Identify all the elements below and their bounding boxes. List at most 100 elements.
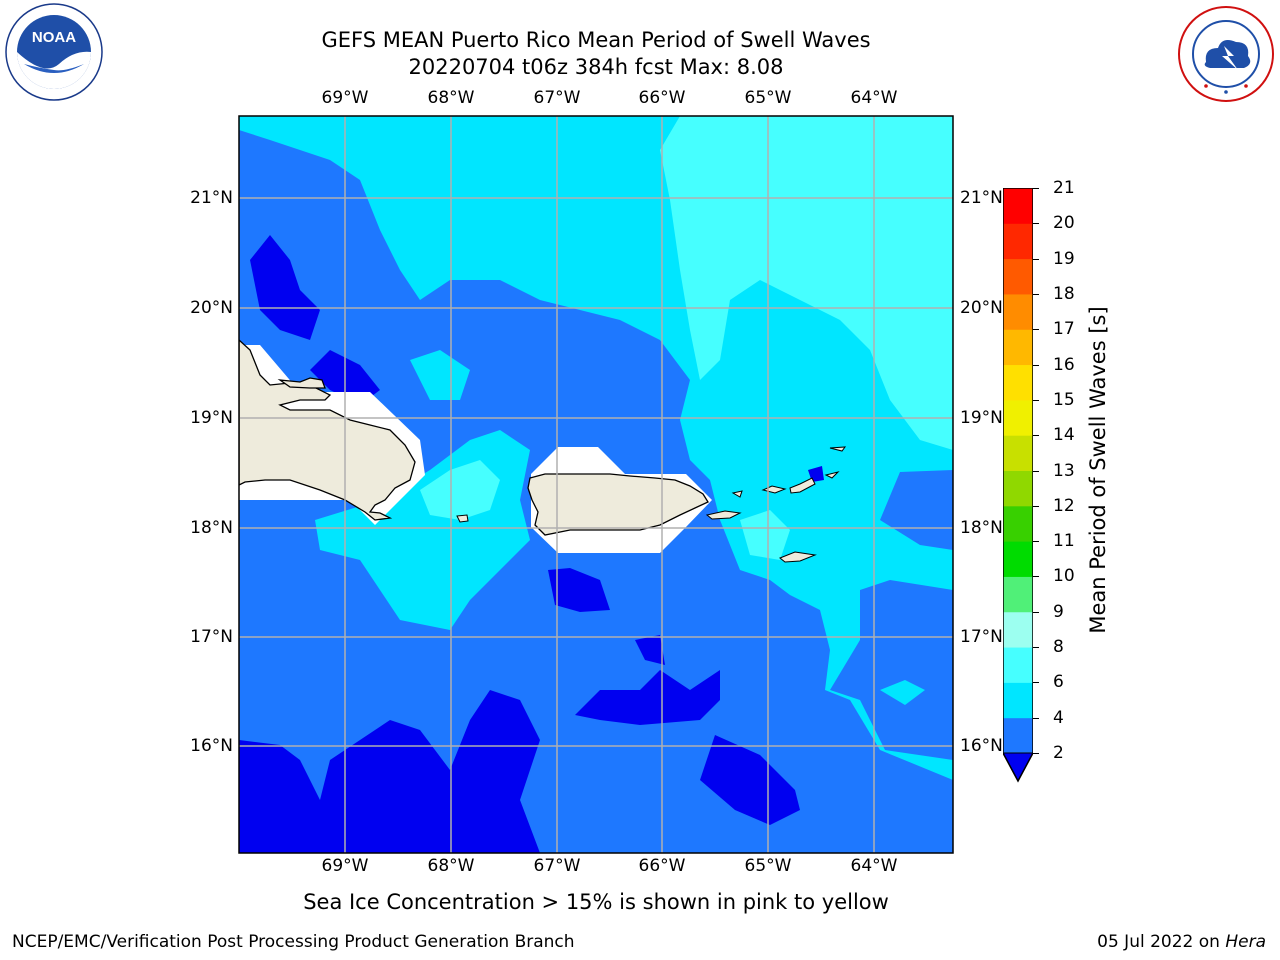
lat-tick-left: 20°N: [190, 298, 233, 318]
lon-tick-bottom: 68°W: [427, 856, 475, 876]
culebra-island: [731, 490, 743, 498]
colorbar-tick: 10: [1053, 566, 1075, 587]
colorbar-tick-mark: [1033, 399, 1039, 401]
colorbar-tick-mark: [1033, 293, 1039, 295]
lat-tick-left: 17°N: [190, 627, 233, 647]
lon-tick-bottom: 64°W: [850, 856, 898, 876]
colorbar-segment: [1003, 576, 1033, 613]
vieques-island: [705, 510, 742, 520]
footer-credit: NCEP/EMC/Verification Post Processing Pr…: [12, 932, 575, 952]
colorbar-segment: [1003, 470, 1033, 507]
band-8-9-east: [740, 510, 790, 560]
colorbar-segment: [1003, 399, 1033, 436]
colorbar-tick: 19: [1053, 248, 1075, 269]
band-2-4-south2: [635, 635, 665, 665]
colorbar-segment: [1003, 717, 1033, 754]
colorbar-tick-mark: [1033, 541, 1039, 543]
colorbar-tick-mark: [1033, 364, 1039, 366]
band-2-4-swbottom: [239, 690, 540, 853]
colorbar-tick-mark: [1033, 647, 1039, 649]
colorbar-tick: 15: [1053, 389, 1075, 410]
lon-tick-top: 65°W: [744, 88, 792, 108]
lat-tick-left: 16°N: [190, 736, 233, 756]
lat-tick-left: 18°N: [190, 518, 233, 538]
lat-tick-right: 20°N: [960, 298, 1003, 318]
footer-machine: Hera: [1225, 932, 1266, 952]
colorbar-tick: 18: [1053, 283, 1075, 304]
band-2-4-southeast: [700, 735, 800, 825]
colorbar-tick: 14: [1053, 425, 1075, 446]
colorbar-segment: [1003, 293, 1033, 330]
colorbar-tick-mark: [1033, 717, 1039, 719]
band-6-8-patch-se: [880, 680, 925, 705]
colorbar-tick: 21: [1053, 178, 1075, 198]
noaa-logo: NOAA: [5, 3, 103, 101]
lat-tick-right: 21°N: [960, 188, 1003, 208]
nws-logo: [1178, 6, 1274, 102]
virgin-islands-tortola: [789, 477, 816, 494]
colorbar-tick-mark: [1033, 505, 1039, 507]
st-croix-island: [779, 551, 817, 563]
lat-tick-right: 16°N: [960, 736, 1003, 756]
lon-tick-top: 69°W: [321, 88, 369, 108]
colorbar-tick: 17: [1053, 319, 1075, 340]
virgin-islands-east: [824, 471, 840, 479]
colorbar-segment: [1003, 647, 1033, 683]
band-2-4-south: [575, 670, 720, 725]
colorbar-tick: 6: [1053, 672, 1064, 693]
colorbar-label: Mean Period of Swell Waves [s]: [1086, 306, 1110, 634]
lon-tick-bottom: 67°W: [533, 856, 581, 876]
colorbar-segment: [1003, 188, 1033, 224]
map-frame: [238, 115, 954, 854]
lat-tick-right: 19°N: [960, 408, 1003, 428]
band-8-9-ne: [660, 116, 953, 450]
gridlines: [239, 116, 953, 853]
band-2-4-prsouth: [548, 568, 610, 612]
colorbar-extend-min: [1003, 752, 1033, 783]
footer-date: 05 Jul 2022 on Hera: [1097, 932, 1266, 952]
lat-tick-right: 18°N: [960, 518, 1003, 538]
lon-tick-bottom: 66°W: [638, 856, 686, 876]
band-2-4-nw: [250, 235, 320, 340]
colorbar-tick: 2: [1053, 743, 1064, 763]
colorbar-tick: 9: [1053, 601, 1064, 622]
colorbar-tick-mark: [1033, 188, 1039, 189]
footer-date-text: 05 Jul 2022 on: [1097, 932, 1220, 952]
colorbar-segment: [1003, 329, 1033, 366]
lon-tick-top: 67°W: [533, 88, 581, 108]
colorbar-tick-mark: [1033, 470, 1039, 472]
colorbar-outline: [1003, 188, 1033, 783]
colorbar-segment: [1003, 223, 1033, 260]
colorbar-tick-mark: [1033, 223, 1039, 225]
colorbar-segment: [1003, 682, 1033, 719]
colorbar-tick-mark: [1033, 435, 1039, 437]
lon-tick-top: 64°W: [850, 88, 898, 108]
sea-ice-note: Sea Ice Concentration > 15% is shown in …: [303, 890, 889, 914]
map-title: GEFS MEAN Puerto Rico Mean Period of Swe…: [321, 28, 871, 52]
lon-tick-bottom: 65°W: [744, 856, 792, 876]
band-8-9-central: [420, 460, 500, 520]
colorbar-segment: [1003, 435, 1033, 471]
colorbar-tick-mark: [1033, 258, 1039, 260]
colorbar-tick-mark: [1033, 682, 1039, 684]
colorbar-tick: 13: [1053, 460, 1075, 481]
lon-tick-top: 68°W: [427, 88, 475, 108]
colorbar-tick: 11: [1053, 531, 1075, 552]
lon-tick-top: 66°W: [638, 88, 686, 108]
colorbar-tick: 20: [1053, 213, 1075, 234]
colorbar-segment: [1003, 364, 1033, 401]
cuba-tip-land: [277, 377, 326, 389]
lat-tick-left: 21°N: [190, 188, 233, 208]
mona-island: [456, 514, 469, 523]
puerto-rico-land: [527, 473, 709, 536]
colorbar-segment: [1003, 505, 1033, 542]
colorbar-tick: 4: [1053, 707, 1064, 728]
colorbar-segment: [1003, 258, 1033, 295]
band-6-8-patch-nw: [410, 350, 470, 400]
colorbar-tick-mark: [1033, 576, 1039, 578]
lat-tick-left: 19°N: [190, 408, 233, 428]
noaa-logo-text: NOAA: [32, 29, 76, 46]
colorbar-segment: [1003, 541, 1033, 577]
colorbar-tick-mark: [1033, 329, 1039, 331]
